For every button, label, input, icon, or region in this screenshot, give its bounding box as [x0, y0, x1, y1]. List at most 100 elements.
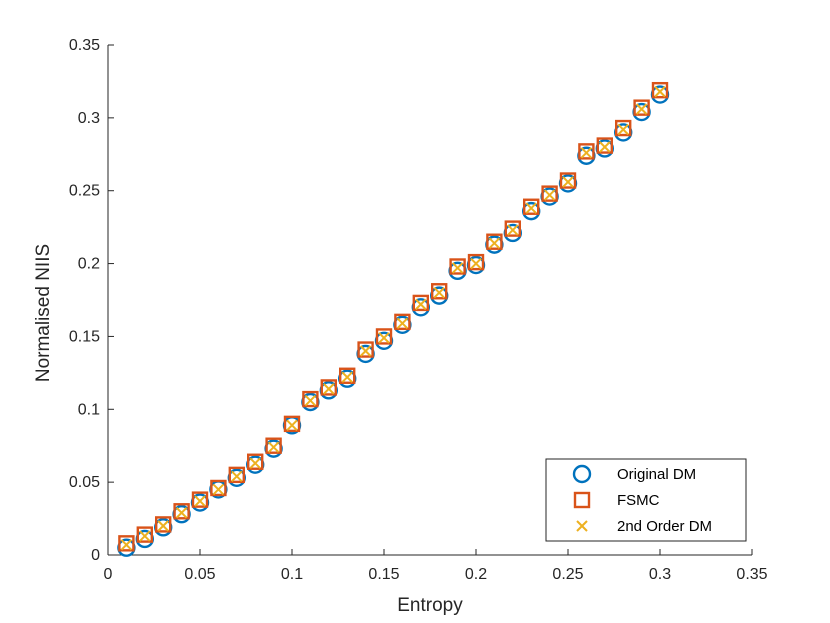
x-marker-stroke: [231, 470, 243, 483]
legend-label: FSMC: [617, 492, 660, 509]
y-tick-label: 0.2: [78, 256, 100, 273]
x-marker-stroke: [470, 257, 482, 270]
data-point: [596, 137, 613, 154]
data-point: [157, 520, 169, 532]
x-marker-stroke: [507, 224, 519, 236]
data-point: [396, 317, 409, 330]
x-marker-stroke: [175, 507, 188, 519]
data-point: [265, 437, 282, 454]
x-marker-stroke: [304, 394, 317, 407]
data-point: [488, 237, 501, 249]
data-point: [246, 453, 264, 470]
data-point: [559, 172, 577, 189]
x-marker-stroke: [525, 202, 537, 214]
data-point: [341, 371, 353, 383]
data-point: [523, 198, 540, 215]
x-marker-stroke: [654, 85, 666, 98]
legend-marker-circle: [572, 464, 592, 484]
y-tick-label: 0.25: [69, 183, 100, 200]
data-point: [412, 294, 429, 312]
data-point: [504, 220, 521, 237]
data-marks: [117, 81, 670, 557]
series-square: [118, 81, 669, 552]
data-point: [175, 507, 188, 519]
data-point: [375, 328, 393, 345]
x-marker-stroke: [451, 262, 464, 274]
axes: 0 0.05 0.1 0.15 0.2 0.25 0.3 0.35 0 0.05 0.1 0.15 0.…: [69, 37, 768, 583]
x-tick-label: 0.35: [736, 566, 767, 583]
data-point: [541, 185, 558, 202]
data-point: [633, 99, 650, 116]
data-point: [651, 81, 669, 99]
data-point: [599, 141, 611, 153]
data-point: [615, 119, 632, 137]
x-marker-stroke: [415, 298, 427, 311]
data-point: [415, 298, 427, 311]
legend: Original DM FSMC 2nd Order DM: [545, 458, 747, 542]
x-tick-label: 0.3: [649, 566, 671, 583]
x-marker-stroke: [249, 457, 261, 469]
y-tick-label: 0.05: [69, 474, 100, 491]
y-tick-label: 0.1: [78, 401, 100, 418]
data-point: [451, 262, 464, 274]
data-point: [173, 503, 190, 520]
x-marker-stroke: [580, 147, 593, 159]
x-marker-stroke: [212, 483, 225, 496]
y-tick-label: 0.35: [69, 37, 100, 54]
x-marker-stroke: [543, 189, 556, 201]
x-marker-stroke: [359, 345, 372, 357]
data-point: [357, 341, 374, 358]
data-point: [283, 415, 301, 433]
data-point: [486, 233, 503, 250]
x-tick-label: 0.25: [552, 566, 583, 583]
data-point: [136, 526, 154, 543]
data-point: [194, 495, 206, 507]
data-point: [339, 367, 356, 384]
data-point: [302, 390, 319, 408]
x-tick-label: 0.15: [368, 566, 399, 583]
y-tick-label: 0: [91, 547, 100, 564]
data-point: [394, 313, 411, 331]
data-point: [470, 257, 482, 270]
data-point: [617, 123, 629, 136]
x-marker-stroke: [194, 495, 206, 507]
x-marker-stroke: [323, 383, 335, 395]
data-point: [562, 176, 574, 188]
x-marker-stroke: [120, 539, 133, 551]
x-marker-stroke: [576, 520, 588, 532]
x-marker-stroke: [599, 141, 611, 153]
data-point: [139, 530, 151, 542]
x-marker-stroke: [617, 123, 629, 136]
data-point: [578, 143, 595, 160]
legend-marker-x: [576, 520, 588, 532]
data-point: [507, 224, 519, 236]
x-tick-label: 0.05: [184, 566, 215, 583]
x-marker-stroke: [562, 176, 574, 188]
x-marker-stroke: [635, 103, 648, 115]
data-point: [304, 394, 317, 407]
data-point: [154, 516, 172, 533]
y-tick-label: 0.15: [69, 328, 100, 345]
data-point: [635, 103, 648, 115]
legend-label: 2nd Order DM: [617, 518, 712, 535]
data-point: [320, 379, 337, 396]
x-tick-label: 0: [104, 566, 113, 583]
x-marker-stroke: [488, 237, 501, 249]
data-point: [286, 419, 298, 432]
data-point: [580, 147, 593, 159]
data-point: [543, 189, 556, 201]
data-point: [323, 383, 335, 395]
data-point: [433, 287, 445, 299]
data-point: [267, 441, 280, 453]
data-point: [359, 345, 372, 357]
data-point: [191, 491, 209, 508]
x-marker-stroke: [286, 419, 298, 432]
x-marker-stroke: [433, 287, 445, 299]
x-tick-label: 0.2: [465, 566, 487, 583]
legend-marker-square: [573, 491, 591, 509]
x-marker-stroke: [396, 317, 409, 330]
data-point: [378, 332, 390, 344]
data-point: [431, 283, 448, 300]
x-marker-stroke: [378, 332, 390, 344]
